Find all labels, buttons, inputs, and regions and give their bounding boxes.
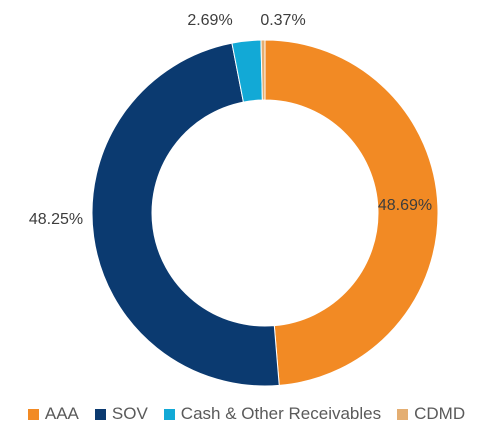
legend-label-cash: Cash & Other Receivables xyxy=(180,404,382,423)
data-label-cdmd: 0.37% xyxy=(260,12,305,29)
legend-item-cdmd: CDMD xyxy=(397,404,465,424)
data-label-aaa: 48.69% xyxy=(378,197,432,214)
donut-chart: 48.69% 48.25% 2.69% 0.37% xyxy=(29,12,439,387)
legend-swatch-sov xyxy=(94,408,106,420)
legend-label-cdmd: CDMD xyxy=(414,404,466,423)
legend-label-sov: SOV xyxy=(111,404,148,423)
data-label-cash-other-receivables: 2.69% xyxy=(187,12,232,29)
legend-label-aaa: AAA xyxy=(44,404,79,423)
legend-item-cash: Cash & Other Receivables xyxy=(163,404,382,424)
legend-item-aaa: AAA xyxy=(27,404,79,424)
slice-aaa xyxy=(264,39,439,386)
legend: AAA SOV Cash & Other Receivables CDMD xyxy=(0,404,493,424)
legend-swatch-cash xyxy=(163,408,175,420)
data-label-sov: 48.25% xyxy=(29,211,83,228)
legend-item-sov: SOV xyxy=(94,404,148,424)
slice-sov xyxy=(91,42,280,387)
slice-cdmd xyxy=(260,39,266,101)
legend-swatch-cdmd xyxy=(397,408,409,420)
legend-swatch-aaa xyxy=(27,408,39,420)
